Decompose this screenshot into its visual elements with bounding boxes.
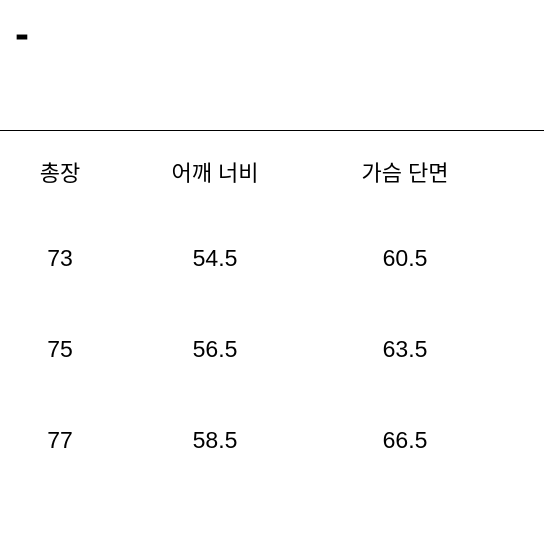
cell-chest: 63.5 — [310, 336, 500, 363]
cell-length: 77 — [0, 427, 120, 454]
column-header-chest: 가슴 단면 — [310, 156, 500, 188]
cell-length: 75 — [0, 336, 120, 363]
cell-shoulder: 54.5 — [120, 245, 310, 272]
column-header-shoulder: 어깨 너비 — [120, 156, 310, 188]
table-header-row: 총장 어깨 너비 가슴 단면 — [0, 131, 544, 213]
title-fragment: - — [15, 10, 29, 58]
cell-shoulder: 58.5 — [120, 427, 310, 454]
cell-chest: 60.5 — [310, 245, 500, 272]
cell-chest: 66.5 — [310, 427, 500, 454]
cell-length: 73 — [0, 245, 120, 272]
column-header-length: 총장 — [0, 156, 120, 188]
table-row: 75 56.5 63.5 — [0, 304, 544, 395]
size-table: 총장 어깨 너비 가슴 단면 73 54.5 60.5 75 56.5 63.5… — [0, 130, 544, 486]
table-row: 73 54.5 60.5 — [0, 213, 544, 304]
table-row: 77 58.5 66.5 — [0, 395, 544, 486]
cell-shoulder: 56.5 — [120, 336, 310, 363]
